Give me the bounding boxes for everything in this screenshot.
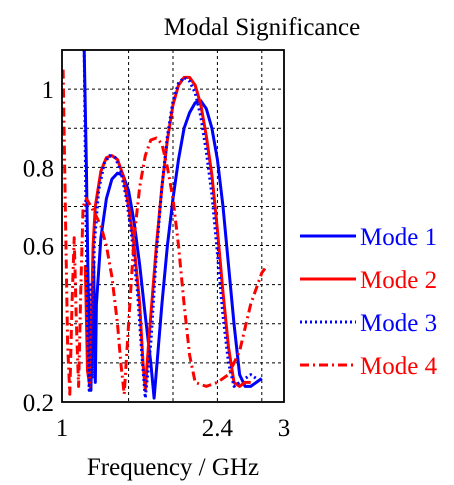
chart-title: Modal Significance <box>164 14 360 41</box>
series-line-4 <box>62 69 269 396</box>
series-line-3 <box>82 50 258 400</box>
legend-label-3: Mode 3 <box>360 310 437 337</box>
x-tick-label: 2.4 <box>202 415 234 442</box>
y-tick-label: 1 <box>42 77 55 104</box>
x-axis-label: Frequency / GHz <box>87 454 259 481</box>
y-tick-label: 0.6 <box>23 234 54 261</box>
y-tick-label: 0.2 <box>23 390 54 417</box>
x-tick-label: 1 <box>56 415 69 442</box>
legend-label-2: Mode 2 <box>360 267 437 294</box>
y-tick-label: 0.8 <box>23 155 54 182</box>
x-tick-label: 3 <box>278 415 291 442</box>
plot-frame <box>61 49 285 403</box>
legend-label-1: Mode 1 <box>360 224 437 251</box>
legend-label-4: Mode 4 <box>360 353 438 380</box>
